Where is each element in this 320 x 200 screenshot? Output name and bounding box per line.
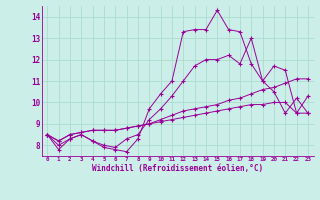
X-axis label: Windchill (Refroidissement éolien,°C): Windchill (Refroidissement éolien,°C): [92, 164, 263, 173]
